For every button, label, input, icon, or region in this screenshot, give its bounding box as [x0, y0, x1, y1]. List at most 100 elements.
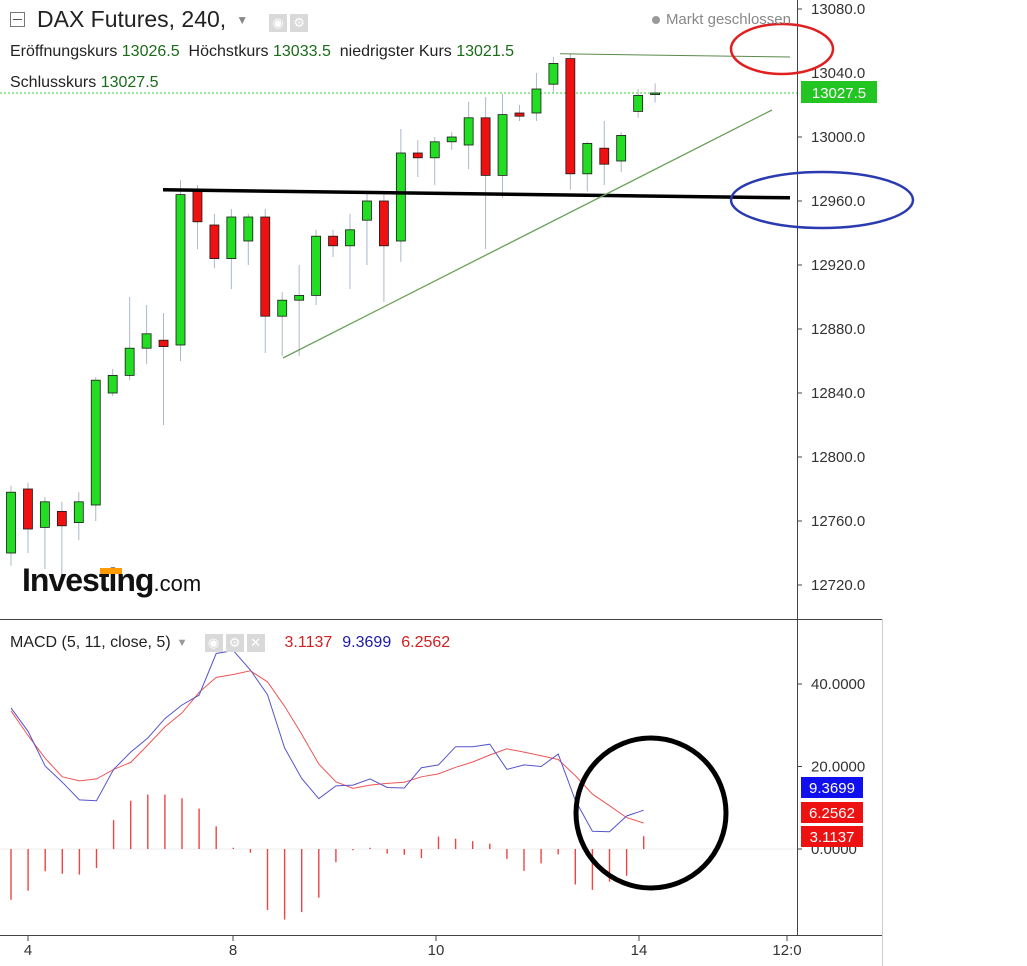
- low-label: niedrigster Kurs: [339, 43, 452, 60]
- price-tick-label: 13080.0: [811, 1, 865, 18]
- candle: [633, 89, 644, 118]
- price-tick-label: 12800.0: [811, 449, 865, 466]
- candle: [599, 121, 610, 185]
- open-label: Eröffnungskurs: [10, 43, 118, 60]
- candle: [616, 132, 627, 173]
- hist-value-tag: [801, 826, 863, 847]
- candle: [497, 93, 508, 198]
- macd-value-tag: [801, 777, 863, 798]
- candle: [226, 209, 237, 289]
- candle: [395, 129, 406, 262]
- chevron-down-icon[interactable]: ▼: [236, 12, 249, 27]
- candle: [480, 97, 491, 249]
- eye-icon[interactable]: ◉: [269, 14, 288, 32]
- candle: [582, 141, 593, 192]
- candle: [531, 73, 542, 121]
- candle: [73, 492, 84, 541]
- candle: [378, 193, 389, 302]
- logo-brand: Investing: [22, 562, 154, 598]
- candle: [243, 213, 254, 265]
- close-legend: Schlusskurs 13027.5: [10, 74, 159, 92]
- macd-legend: MACD (5, 11, close, 5) ▼ ◉ ⚙ ✕ 3.1137 9.36…: [10, 634, 450, 652]
- price-tick-label: 13040.0: [811, 65, 865, 82]
- candle: [311, 229, 322, 305]
- candle: [107, 369, 118, 397]
- price-tick-label: 12920.0: [811, 257, 865, 274]
- candle: [277, 292, 288, 357]
- close-label: Schlusskurs: [10, 74, 97, 91]
- last-price-tag-text: 13027.5: [812, 85, 866, 102]
- high-label: Höchstkurs: [188, 43, 269, 60]
- price-tick-label: 13000.0: [811, 129, 865, 146]
- macd-signal-line: [10, 670, 644, 824]
- rising-trend-line[interactable]: [282, 109, 773, 359]
- price-tick-label: 12760.0: [811, 513, 865, 530]
- macd-histogram: [10, 794, 645, 920]
- time-tick-label: 8: [229, 942, 237, 959]
- candle: [514, 105, 525, 121]
- logo-suffix: .com: [153, 571, 202, 596]
- candle: [158, 313, 169, 425]
- candle: [548, 57, 559, 93]
- price-tick-label: 12960.0: [811, 193, 865, 210]
- time-axis: 4 8 10 14 12:0: [24, 935, 802, 959]
- close-value: 13027.5: [100, 74, 159, 91]
- chevron-down-icon[interactable]: ▼: [176, 637, 188, 649]
- time-tick-label: 4: [24, 942, 32, 959]
- candle: [209, 213, 220, 269]
- macd-tick-label: 20.0000: [811, 759, 865, 776]
- macd-label: MACD (5, 11, close, 5): [10, 634, 171, 651]
- collapse-icon[interactable]: [10, 12, 25, 27]
- chart-title: DAX Futures, 240,: [37, 6, 227, 32]
- candle: [141, 305, 152, 365]
- ohlc-legend: Eröffnungskurs 13026.5 Höchstkurs 13033.…: [10, 43, 514, 61]
- price-tick-label: 12880.0: [811, 321, 865, 338]
- candles: [6, 53, 660, 582]
- market-status: Markt geschlossen: [651, 11, 791, 28]
- macd-line: [10, 650, 644, 833]
- macd-macd-value: 9.3699: [342, 634, 392, 651]
- macd-hist-value: 3.1137: [284, 634, 333, 651]
- resistance-horizontal-line[interactable]: [559, 53, 791, 58]
- time-tick-label: 14: [631, 942, 648, 959]
- candle: [650, 83, 660, 103]
- candle: [412, 140, 423, 177]
- candle: [362, 193, 372, 265]
- candle: [40, 497, 50, 569]
- eye-icon[interactable]: ◉: [204, 634, 223, 652]
- black-circle-annotation[interactable]: [573, 735, 729, 891]
- red-ellipse-annotation[interactable]: [729, 22, 835, 76]
- candle: [192, 185, 203, 249]
- hist-value-tag-text: 3.1137: [810, 829, 855, 846]
- logo-accent: [100, 568, 122, 574]
- time-tick-label: 10: [428, 942, 445, 959]
- blue-ellipse-annotation[interactable]: [729, 170, 915, 230]
- time-tick-label: 12:0: [772, 942, 801, 959]
- gear-icon[interactable]: ⚙: [290, 14, 309, 32]
- candle: [260, 209, 271, 353]
- low-value: 13021.5: [456, 43, 515, 60]
- candle: [90, 377, 101, 521]
- open-value: 13026.5: [121, 43, 180, 60]
- macd-value-tag-text: 9.3699: [809, 780, 855, 797]
- support-horizontal-line[interactable]: [162, 188, 791, 200]
- candle: [328, 229, 338, 257]
- candle: [175, 180, 186, 361]
- signal-value-tag-text: 6.2562: [809, 805, 855, 822]
- candle: [124, 297, 135, 381]
- chart-title-row: DAX Futures, 240, ▼ ◉ ⚙: [10, 6, 309, 33]
- status-dot-icon: [651, 16, 660, 25]
- macd-signal-value: 6.2562: [401, 634, 451, 651]
- close-icon[interactable]: ✕: [246, 634, 265, 652]
- signal-value-tag: [801, 802, 863, 823]
- candle: [6, 485, 16, 566]
- candle: [294, 265, 305, 357]
- gear-icon[interactable]: ⚙: [225, 634, 244, 652]
- candle: [565, 53, 576, 190]
- candle: [56, 501, 67, 582]
- price-tick-label: 12840.0: [811, 385, 865, 402]
- price-axis: 13080.0 13040.0 13000.0 12960.0 12920.0 12880…: [797, 1, 865, 594]
- candle: [463, 101, 474, 169]
- candle: [429, 137, 440, 185]
